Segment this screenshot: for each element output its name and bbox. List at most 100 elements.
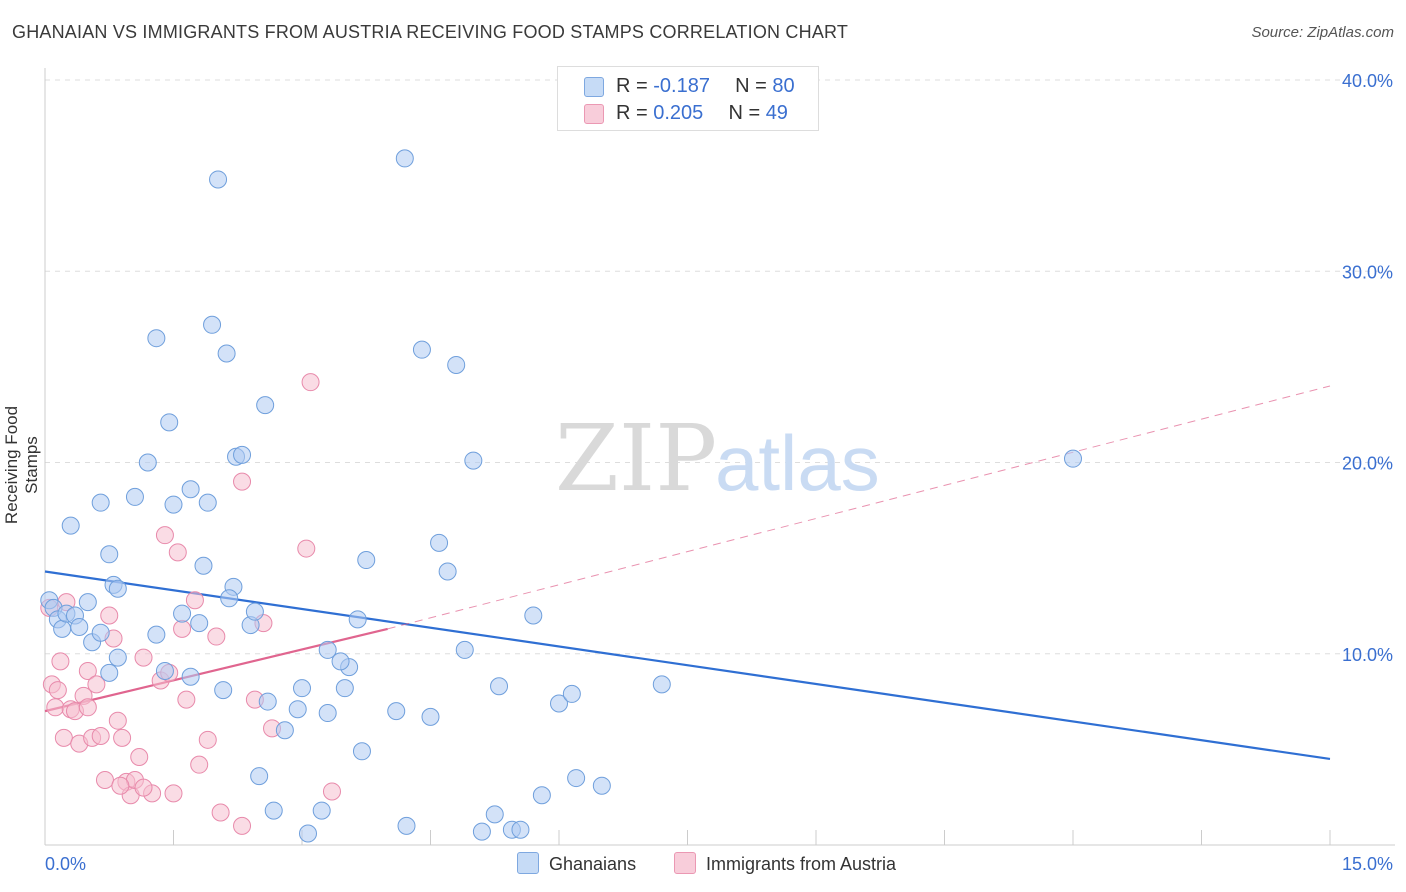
point-ghanaians bbox=[108, 648, 127, 667]
point-ghanaians bbox=[421, 707, 440, 726]
point-ghanaians bbox=[138, 453, 157, 472]
point-austria bbox=[87, 675, 106, 694]
gridlines bbox=[45, 79, 1395, 655]
point-austria bbox=[78, 661, 97, 680]
point-ghanaians bbox=[592, 776, 611, 795]
point-ghanaians bbox=[160, 413, 179, 432]
x-tick-label-max: 15.0% bbox=[1342, 854, 1393, 874]
point-ghanaians bbox=[455, 640, 474, 659]
legend-r-label: R = bbox=[616, 75, 648, 97]
point-ghanaians bbox=[61, 516, 80, 535]
point-ghanaians bbox=[438, 562, 457, 581]
point-ghanaians bbox=[298, 824, 317, 843]
point-ghanaians bbox=[335, 679, 354, 698]
point-ghanaians bbox=[250, 767, 269, 786]
point-austria bbox=[190, 755, 209, 774]
legend-r-austria: 0.205 bbox=[653, 102, 704, 124]
bottom-legend-austria: Immigrants from Austria bbox=[674, 852, 896, 875]
bottom-legend-swatch-blue bbox=[517, 852, 539, 874]
point-ghanaians bbox=[464, 451, 483, 470]
point-ghanaians bbox=[220, 589, 239, 608]
point-austria bbox=[233, 816, 252, 835]
point-ghanaians bbox=[100, 545, 119, 564]
point-austria bbox=[301, 373, 320, 392]
point-ghanaians bbox=[155, 661, 174, 680]
point-ghanaians bbox=[233, 445, 252, 464]
point-ghanaians bbox=[652, 675, 671, 694]
point-austria bbox=[130, 748, 149, 767]
point-austria bbox=[54, 728, 73, 747]
point-austria bbox=[91, 726, 110, 745]
point-ghanaians bbox=[397, 816, 416, 835]
point-ghanaians bbox=[412, 340, 431, 359]
point-ghanaians bbox=[288, 700, 307, 719]
point-ghanaians bbox=[245, 602, 264, 621]
point-ghanaians bbox=[214, 681, 233, 700]
point-ghanaians bbox=[181, 667, 200, 686]
point-austria bbox=[207, 627, 226, 646]
watermark-zip: ZIP bbox=[555, 405, 717, 512]
point-ghanaians bbox=[293, 679, 311, 698]
legend-r-ghanaians: -0.187 bbox=[653, 75, 710, 97]
point-ghanaians bbox=[173, 604, 192, 623]
point-ghanaians bbox=[70, 617, 89, 636]
trend-line-ghanaians bbox=[44, 570, 1331, 761]
point-ghanaians bbox=[550, 694, 568, 713]
correlation-legend: R = -0.187 N = 80 R = 0.205 N = 49 bbox=[557, 66, 819, 131]
point-austria bbox=[164, 784, 183, 803]
source-label: Source: ZipAtlas.com bbox=[1251, 24, 1394, 41]
point-ghanaians bbox=[78, 593, 97, 612]
point-austria bbox=[297, 539, 316, 558]
point-ghanaians bbox=[318, 640, 337, 659]
y-tick-label: 40.0% bbox=[1342, 71, 1393, 91]
point-ghanaians bbox=[511, 820, 530, 839]
point-ghanaians bbox=[91, 493, 110, 512]
point-austria bbox=[177, 690, 196, 709]
point-ghanaians bbox=[198, 493, 217, 512]
point-austria bbox=[111, 776, 130, 795]
point-ghanaians bbox=[485, 805, 504, 824]
point-ghanaians bbox=[567, 769, 586, 788]
point-austria bbox=[78, 698, 97, 717]
point-austria bbox=[185, 591, 204, 610]
legend-swatch-pink bbox=[584, 104, 604, 124]
point-austria bbox=[95, 770, 114, 789]
watermark-atlas: atlas bbox=[715, 419, 880, 507]
point-ghanaians bbox=[125, 487, 144, 506]
point-ghanaians bbox=[331, 652, 350, 671]
legend-n-austria: 49 bbox=[765, 102, 788, 124]
point-ghanaians bbox=[524, 606, 543, 625]
legend-r-label: R = bbox=[616, 102, 648, 124]
legend-n-ghanaians: 80 bbox=[772, 75, 795, 97]
tick-labels: 10.0% 20.0% 30.0% 40.0% 0.0% 15.0% bbox=[45, 71, 1393, 874]
point-ghanaians bbox=[395, 149, 414, 168]
point-ghanaians bbox=[181, 480, 200, 499]
point-ghanaians bbox=[100, 663, 119, 682]
point-austria bbox=[46, 698, 65, 717]
point-ghanaians bbox=[357, 551, 376, 570]
point-ghanaians bbox=[209, 170, 228, 189]
point-austria bbox=[211, 803, 230, 822]
bottom-legend-label-ghanaians: Ghanaians bbox=[549, 854, 637, 874]
point-austria bbox=[48, 681, 67, 700]
point-ghanaians bbox=[264, 801, 283, 820]
point-ghanaians bbox=[203, 315, 222, 334]
point-austria bbox=[134, 648, 153, 667]
point-austria bbox=[155, 526, 174, 545]
point-ghanaians bbox=[91, 623, 110, 642]
point-ghanaians bbox=[190, 614, 209, 633]
point-ghanaians bbox=[532, 786, 551, 805]
point-austria bbox=[322, 782, 341, 801]
point-ghanaians bbox=[1064, 449, 1082, 468]
y-tick-label: 10.0% bbox=[1342, 645, 1393, 665]
point-ghanaians bbox=[430, 533, 449, 552]
point-austria bbox=[198, 730, 217, 749]
chart-title: GHANAIAN VS IMMIGRANTS FROM AUSTRIA RECE… bbox=[12, 22, 849, 42]
point-ghanaians bbox=[318, 704, 337, 723]
y-axis-label: Receiving Food Stamps bbox=[2, 405, 41, 525]
legend-swatch-blue bbox=[584, 77, 604, 97]
point-ghanaians bbox=[53, 619, 72, 638]
point-austria bbox=[113, 728, 132, 747]
point-ghanaians bbox=[387, 702, 406, 721]
